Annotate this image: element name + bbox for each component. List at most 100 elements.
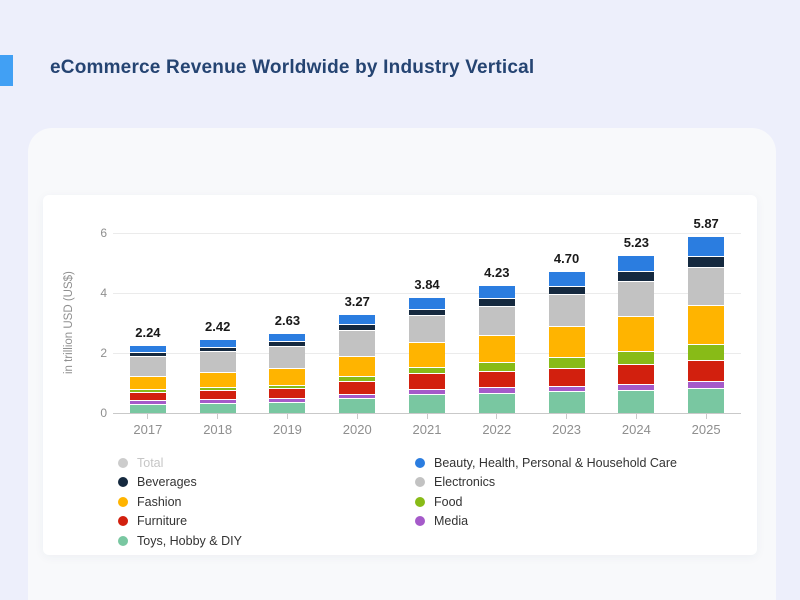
x-axis-tick <box>496 414 498 419</box>
bar-stack <box>129 346 166 413</box>
legend-item-total[interactable]: Total <box>118 453 242 473</box>
bar-segment-electronics <box>269 345 306 369</box>
bar-segment-media <box>269 398 306 403</box>
bar-segment-fashion <box>688 304 725 345</box>
legend-label: Electronics <box>434 475 496 490</box>
x-axis-label: 2024 <box>621 422 651 437</box>
legend-item-toys-hobby-diy[interactable]: Toys, Hobby & DIY <box>118 531 242 551</box>
bar-column: 3.84 <box>392 233 462 413</box>
legend-item-beverages[interactable]: Beverages <box>118 473 242 493</box>
bar-segment-toys-hobby-diy <box>618 389 655 413</box>
bar-column: 5.87 <box>671 216 741 414</box>
bar-segment-electronics <box>688 267 725 305</box>
bar-total-label: 2.63 <box>274 313 301 329</box>
bar-segment-furniture <box>269 388 306 399</box>
legend-dot-icon <box>118 477 128 488</box>
bar-segment-furniture <box>688 360 725 382</box>
x-axis-label: 2019 <box>272 422 302 437</box>
x-axis-slot: 2022 <box>462 414 532 437</box>
bar-stack <box>199 340 236 414</box>
legend-item-beauty-health-personal-household-care[interactable]: Beauty, Health, Personal & Household Car… <box>415 453 677 473</box>
legend-item-fashion[interactable]: Fashion <box>118 492 242 512</box>
bar-segment-beverages <box>688 255 725 268</box>
legend-label: Beverages <box>137 475 197 490</box>
gridline <box>113 293 741 294</box>
bar-segment-beauty-health-personal-household-care <box>618 256 655 272</box>
bar-segment-electronics <box>478 305 515 336</box>
x-axis-tick <box>426 414 428 419</box>
x-axis-tick <box>705 414 707 419</box>
bar-segment-beauty-health-personal-household-care <box>688 237 725 256</box>
legend-column-left: Total Beverages Fashion Furniture Toys, Hobb… <box>118 453 242 551</box>
bar-segment-toys-hobby-diy <box>269 402 306 414</box>
legend-dot-icon <box>118 496 128 507</box>
bar-segment-media <box>548 385 585 392</box>
bar-segment-beauty-health-personal-household-care <box>129 346 166 352</box>
bar-segment-beverages <box>548 285 585 295</box>
bar-segment-beverages <box>409 308 446 316</box>
legend-column-right: Beauty, Health, Personal & Household Car… <box>415 453 677 531</box>
bar-segment-beverages <box>339 324 376 331</box>
bar-segment-furniture <box>618 364 655 384</box>
bar-total-label: 3.84 <box>414 276 440 292</box>
bar-total-label: 4.70 <box>553 251 580 266</box>
bar-segment-toys-hobby-diy <box>688 387 725 414</box>
x-axis-slot: 2021 <box>392 414 462 437</box>
bar-segment-food <box>339 376 376 382</box>
legend-item-food[interactable]: Food <box>415 492 677 512</box>
x-axis-tick <box>147 414 149 419</box>
bar-segment-beverages <box>618 271 655 282</box>
bar-segment-beauty-health-personal-household-care <box>409 298 446 309</box>
bar-segment-beauty-health-personal-household-care <box>339 315 376 325</box>
legend-dot-icon <box>415 477 425 488</box>
bar-stack <box>548 272 585 414</box>
bar-total-label: 2.24 <box>135 324 161 340</box>
legend-dot-icon <box>118 457 128 468</box>
x-axis-label: 2020 <box>342 422 372 437</box>
x-axis-slot: 2019 <box>253 414 323 437</box>
bar-segment-beverages <box>129 351 166 356</box>
legend-label: Beauty, Health, Personal & Household Car… <box>434 455 677 470</box>
bar-segment-beverages <box>478 298 515 306</box>
bar-segment-beauty-health-personal-household-care <box>199 340 236 347</box>
y-axis-tick-labels: 0 2 4 6 <box>81 226 107 420</box>
bar-segment-media <box>409 389 446 394</box>
bar-segment-media <box>688 381 725 388</box>
gridline <box>113 233 741 234</box>
plot-area: 2.24 2.42 2.63 3.27 3.84 4.23 4.70 5.23 5.87 <box>113 216 741 414</box>
x-axis-tick <box>217 414 219 419</box>
x-axis-slot: 2020 <box>322 414 392 437</box>
x-axis-tick <box>356 414 358 419</box>
legend-item-furniture[interactable]: Furniture <box>118 512 242 532</box>
bar-segment-toys-hobby-diy <box>199 403 236 414</box>
bar-segment-food <box>269 384 306 389</box>
bar-column: 2.42 <box>183 233 253 414</box>
legend-dot-icon <box>415 516 425 527</box>
bar-segment-fashion <box>339 355 376 377</box>
legend-item-electronics[interactable]: Electronics <box>415 473 677 493</box>
bar-column: 2.63 <box>253 233 323 414</box>
legend-label: Food <box>434 494 463 509</box>
bar-segment-food <box>478 362 515 371</box>
bar-segment-media <box>618 383 655 390</box>
x-axis-slot: 2018 <box>183 414 253 437</box>
bar-stack <box>269 334 306 414</box>
bar-segment-toys-hobby-diy <box>548 391 585 414</box>
bar-segment-food <box>129 389 166 392</box>
bar-segment-beauty-health-personal-household-care <box>269 334 306 342</box>
bar-segment-furniture <box>478 370 515 388</box>
bar-segment-food <box>548 357 585 368</box>
bar-segment-fashion <box>618 316 655 352</box>
bar-segment-fashion <box>548 326 585 358</box>
bar-stack <box>618 256 655 413</box>
x-axis-tick <box>635 414 637 419</box>
x-axis-label: 2018 <box>203 422 233 437</box>
bar-segment-furniture <box>339 381 376 394</box>
x-axis-slot: 2023 <box>532 414 602 437</box>
bar-segment-food <box>199 387 236 391</box>
bar-segment-electronics <box>618 281 655 317</box>
bar-segment-food <box>409 366 446 374</box>
x-axis-label: 2022 <box>482 422 512 437</box>
legend-item-media[interactable]: Media <box>415 512 677 532</box>
